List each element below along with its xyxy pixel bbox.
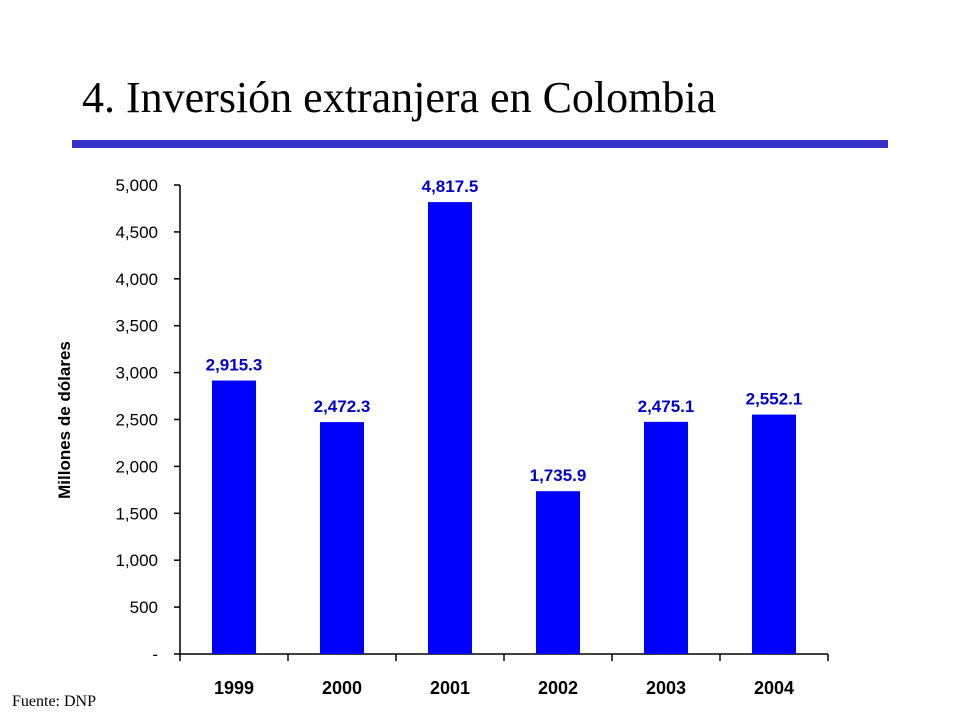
x-tick-label: 2004: [754, 678, 794, 698]
bar-2002: [536, 491, 580, 654]
x-tick-label: 1999: [214, 678, 254, 698]
source-note: Fuente: DNP: [12, 693, 96, 710]
y-tick-label: 3,500: [115, 317, 158, 336]
data-label: 2,915.3: [206, 356, 263, 375]
y-tick-label: 500: [130, 598, 158, 617]
data-label: 4,817.5: [422, 177, 479, 196]
bar-1999: [212, 380, 256, 654]
x-tick-label: 2001: [430, 678, 470, 698]
y-tick-label: 1,000: [115, 551, 158, 570]
data-label: 2,552.1: [746, 390, 803, 409]
bars: [212, 202, 796, 654]
x-tick-label: 2003: [646, 678, 686, 698]
y-tick-label: -: [152, 645, 158, 664]
axes: - 500 1,000 1,500 2,000 2,500 3,000 3,500 4,000 4…: [115, 176, 829, 664]
y-axis-label: Millones de dólares: [55, 341, 74, 499]
y-tick-label: 4,500: [115, 223, 158, 242]
bar-2003: [644, 421, 688, 654]
title-underline: [72, 140, 888, 148]
data-label: 1,735.9: [530, 466, 587, 485]
data-label: 2,475.1: [638, 397, 695, 416]
y-tick-label: 5,000: [115, 176, 158, 195]
slide-title: 4. Inversión extranjera en Colombia: [82, 73, 717, 122]
y-tick-label: 4,000: [115, 270, 158, 289]
y-tick-label: 2,000: [115, 457, 158, 476]
data-labels: 1999 2,915.3 2000 2,472.3 2001 4,817.5 2002 1,7…: [206, 177, 803, 698]
bar-2000: [320, 422, 364, 654]
x-tick-label: 2002: [538, 678, 578, 698]
x-tick-label: 2000: [322, 678, 362, 698]
bar-2001: [428, 202, 472, 654]
y-tick-label: 2,500: [115, 411, 158, 430]
data-label: 2,472.3: [314, 397, 371, 416]
y-axis-label-group: Millones de dólares: [55, 341, 74, 499]
y-tick-label: 1,500: [115, 504, 158, 523]
y-tick-label: 3,000: [115, 364, 158, 383]
bar-2004: [752, 414, 796, 654]
